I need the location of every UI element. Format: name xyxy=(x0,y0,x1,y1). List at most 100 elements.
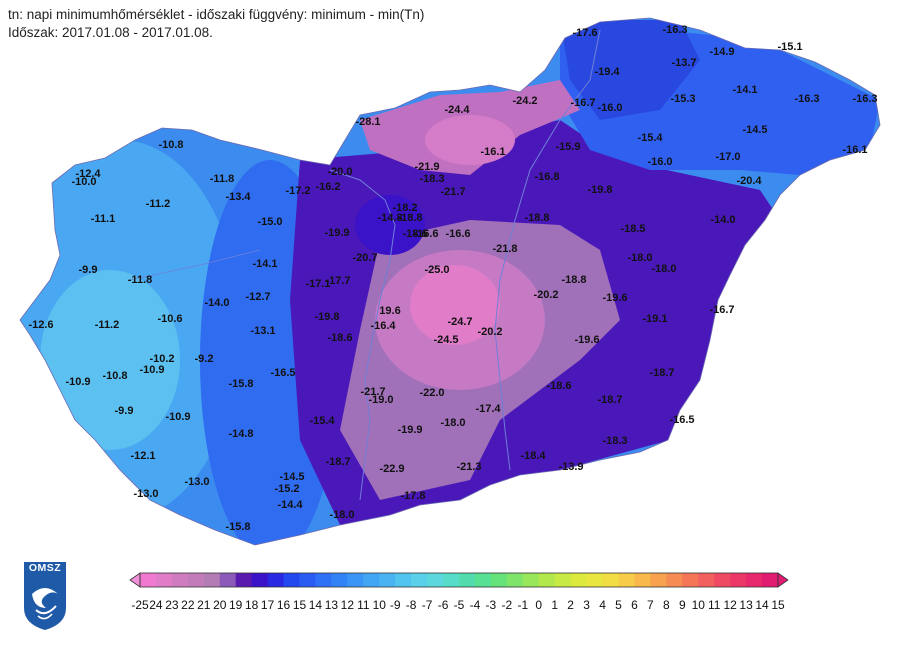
station-value: -14.4 xyxy=(277,499,303,511)
legend-tick-label: 7 xyxy=(647,598,654,612)
legend-tick-label: 20 xyxy=(213,598,227,612)
legend-tick-label: 15 xyxy=(292,598,307,612)
legend-swatch xyxy=(299,573,316,587)
station-value: -16.7 xyxy=(709,304,735,316)
legend-tick-label: 13 xyxy=(324,598,339,612)
station-value: -19.8 xyxy=(314,311,340,323)
station-value: -13.0 xyxy=(133,488,159,500)
legend-swatch xyxy=(459,573,476,587)
station-value: -22.0 xyxy=(419,387,445,399)
station-value: -16.0 xyxy=(647,156,673,168)
legend-swatch xyxy=(570,573,588,587)
legend-swatch xyxy=(714,573,731,587)
legend-tick-label: 9 xyxy=(678,598,686,612)
legend-swatch xyxy=(203,573,221,587)
legend-tick-label: 0 xyxy=(535,598,543,612)
country-border xyxy=(19,17,881,546)
station-value: -21.7 xyxy=(360,386,386,398)
station-value: -10.8 xyxy=(102,370,128,382)
legend-swatch xyxy=(634,573,651,587)
station-value: -16.5 xyxy=(270,367,296,379)
legend-tick-label: 17 xyxy=(260,598,275,612)
station-value: -16.7 xyxy=(570,97,596,109)
station-value: -13.7 xyxy=(671,57,697,69)
station-value: -15.1 xyxy=(777,41,803,53)
legend-swatch xyxy=(698,573,715,587)
station-value: -17.4 xyxy=(475,403,501,415)
legend-tick-label: 11 xyxy=(707,598,721,612)
legend-tick-label: 11 xyxy=(357,598,370,612)
map-title: tn: napi minimumhőmérséklet - időszaki f… xyxy=(8,7,425,22)
legend-tick-label: 21 xyxy=(197,598,211,612)
legend-tick-label: 12 xyxy=(340,598,355,612)
color-legend xyxy=(129,572,789,588)
legend-swatch xyxy=(666,573,683,587)
legend-tick-label: -6 xyxy=(437,598,449,612)
legend-swatch xyxy=(155,573,173,587)
station-value: -19.9 xyxy=(397,424,423,436)
station-value: -15.4 xyxy=(309,415,335,427)
station-value: -16.6 xyxy=(445,228,471,240)
station-value: -17.0 xyxy=(715,151,741,163)
legend-frame xyxy=(139,572,779,588)
station-value: -14.1 xyxy=(252,258,278,270)
legend-swatch xyxy=(140,573,157,587)
omsz-shield-icon xyxy=(24,562,66,630)
station-value: -10.2 xyxy=(149,353,175,365)
station-value: -18.7 xyxy=(649,367,675,379)
station-value: -13.4 xyxy=(225,191,251,203)
legend-tick-label: -5 xyxy=(453,598,465,612)
station-value: -24.5 xyxy=(433,334,459,346)
legend-tick-label: -2 xyxy=(501,598,513,612)
legend-swatch xyxy=(730,573,747,587)
station-value: -14.8 xyxy=(377,212,403,224)
map-period: Időszak: 2017.01.08 - 2017.01.08. xyxy=(8,25,213,40)
legend-tick-label: 3 xyxy=(583,598,590,612)
station-value: -14.8 xyxy=(228,428,254,440)
station-value: -12.6 xyxy=(28,319,54,331)
legend-swatch xyxy=(347,573,364,587)
legend-tick-label: 23 xyxy=(165,598,179,612)
legend-swatch xyxy=(443,573,460,587)
legend-swatch xyxy=(331,573,348,587)
station-value: -15.8 xyxy=(225,521,251,533)
station-value: -16.6 xyxy=(413,228,439,240)
legend-tick-label: -25 xyxy=(131,598,149,612)
station-value: -14.0 xyxy=(710,214,736,226)
station-value: -20.2 xyxy=(477,326,503,338)
station-value: -11.2 xyxy=(145,198,171,210)
station-value: -18.6 xyxy=(546,380,572,392)
station-value: -9.2 xyxy=(194,353,214,365)
legend-swatch xyxy=(219,573,237,587)
station-value: -18.8 xyxy=(561,274,587,286)
legend-swatch xyxy=(315,573,332,587)
legend-swatch xyxy=(379,573,396,587)
legend-max-arrow xyxy=(777,572,789,588)
legend-swatch xyxy=(522,573,540,587)
station-value: -15.4 xyxy=(637,132,663,144)
station-value: -16.3 xyxy=(852,93,878,105)
station-value: -14.0 xyxy=(204,297,230,309)
station-value: -20.2 xyxy=(533,289,559,301)
station-value: -16.1 xyxy=(480,146,506,158)
station-value: -11.8 xyxy=(209,173,235,185)
legend-tick-label: 24 xyxy=(149,598,163,612)
station-value: -21.8 xyxy=(492,243,518,255)
legend-tick-label: -9 xyxy=(389,598,401,612)
logo-text: OMSZ xyxy=(28,562,62,574)
station-value: -10.9 xyxy=(165,411,191,423)
station-value: -19.6 xyxy=(602,292,628,304)
station-value: -18.0 xyxy=(627,252,653,264)
legend-swatch xyxy=(251,573,269,587)
legend-swatch xyxy=(506,573,524,587)
station-value: -11.1 xyxy=(90,213,116,225)
legend-swatch xyxy=(283,573,300,587)
legend-tick-label: -8 xyxy=(405,598,417,612)
station-value: -21.7 xyxy=(440,186,466,198)
legend-swatch xyxy=(762,573,779,587)
legend-tick-label: 22 xyxy=(181,598,195,612)
station-value: -18.0 xyxy=(329,509,355,521)
legend-swatch xyxy=(267,573,285,587)
